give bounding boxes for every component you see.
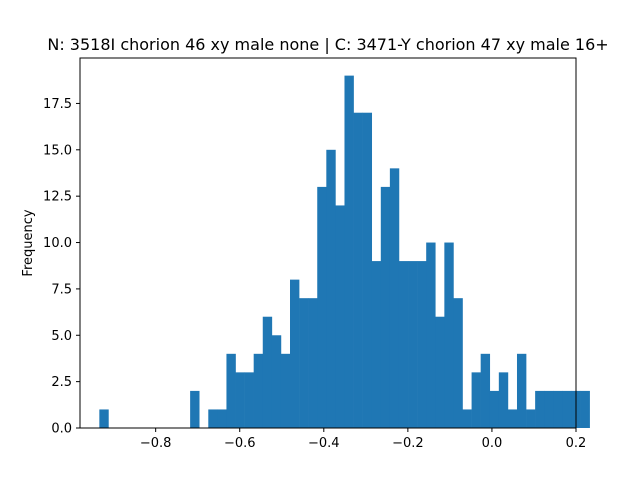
histogram-bar (489, 390, 500, 428)
histogram-bar (190, 390, 200, 428)
histogram-bar (462, 409, 472, 428)
y-axis-ticks: 0.0 2.5 5.0 7.5 10.0 12.5 15.0 17.5 (43, 97, 80, 437)
histogram-bar (99, 409, 109, 428)
histogram-bar (580, 390, 590, 428)
histogram-bar (553, 390, 563, 428)
x-tick-label: 0.2 (566, 436, 587, 451)
histogram-bar (362, 112, 373, 428)
chart-title: N: 3518I chorion 46 xy male none | C: 34… (47, 35, 608, 54)
histogram-bar (344, 75, 354, 428)
plot-frame (79, 57, 577, 429)
histogram-bar (326, 149, 336, 428)
histogram-bar (417, 261, 427, 428)
x-axis-ticks: −0.8 −0.6 −0.4 −0.2 0.0 0.2 (140, 428, 586, 451)
histogram-bar (353, 112, 363, 428)
histogram-bar (371, 261, 382, 428)
histogram-bar (380, 186, 391, 428)
y-tick-label: 10.0 (43, 236, 72, 251)
histogram-bar (308, 298, 318, 428)
x-tick-label: −0.8 (140, 436, 172, 451)
histogram-bar (280, 353, 291, 428)
histogram-bar (217, 409, 227, 428)
histogram-bar (480, 353, 491, 428)
y-tick-label: 7.5 (51, 282, 72, 297)
y-axis-label: Frequency (21, 209, 36, 276)
y-tick-label: 12.5 (43, 190, 72, 205)
histogram-bar (244, 372, 254, 428)
histogram-bar (262, 316, 273, 428)
histogram-bar (426, 242, 436, 428)
histogram-bar (398, 261, 409, 428)
histogram-bar (526, 409, 536, 428)
histogram-bar (235, 372, 245, 428)
histogram-bar (435, 316, 445, 428)
y-tick-label: 2.5 (51, 375, 72, 390)
histogram-bar (226, 353, 236, 428)
histogram-bar (507, 409, 518, 428)
histogram-bar (271, 335, 282, 428)
histogram-bar (253, 353, 264, 428)
histogram-bar (471, 372, 481, 428)
histogram-bar (389, 168, 400, 428)
histogram-bar (535, 390, 545, 428)
histogram-bar (516, 353, 527, 428)
bars-group (99, 75, 590, 428)
histogram-bar (498, 372, 509, 428)
histogram-bar (335, 205, 345, 428)
histogram-bar (444, 242, 454, 428)
x-tick-label: −0.6 (224, 436, 256, 451)
histogram-bar (317, 186, 327, 428)
histogram-bar (453, 298, 463, 428)
histogram-bar (408, 261, 418, 428)
y-tick-label: 5.0 (51, 329, 72, 344)
x-tick-label: 0.0 (482, 436, 503, 451)
y-tick-label: 0.0 (51, 422, 72, 437)
y-tick-label: 17.5 (43, 97, 72, 112)
histogram-bar (544, 390, 554, 428)
histogram-bar (299, 298, 309, 428)
x-tick-label: −0.4 (308, 436, 340, 451)
histogram-bar (290, 279, 300, 428)
y-tick-label: 15.0 (43, 143, 72, 158)
x-tick-label: −0.2 (392, 436, 424, 451)
histogram-bar (562, 390, 572, 428)
histogram-bar (208, 409, 218, 428)
